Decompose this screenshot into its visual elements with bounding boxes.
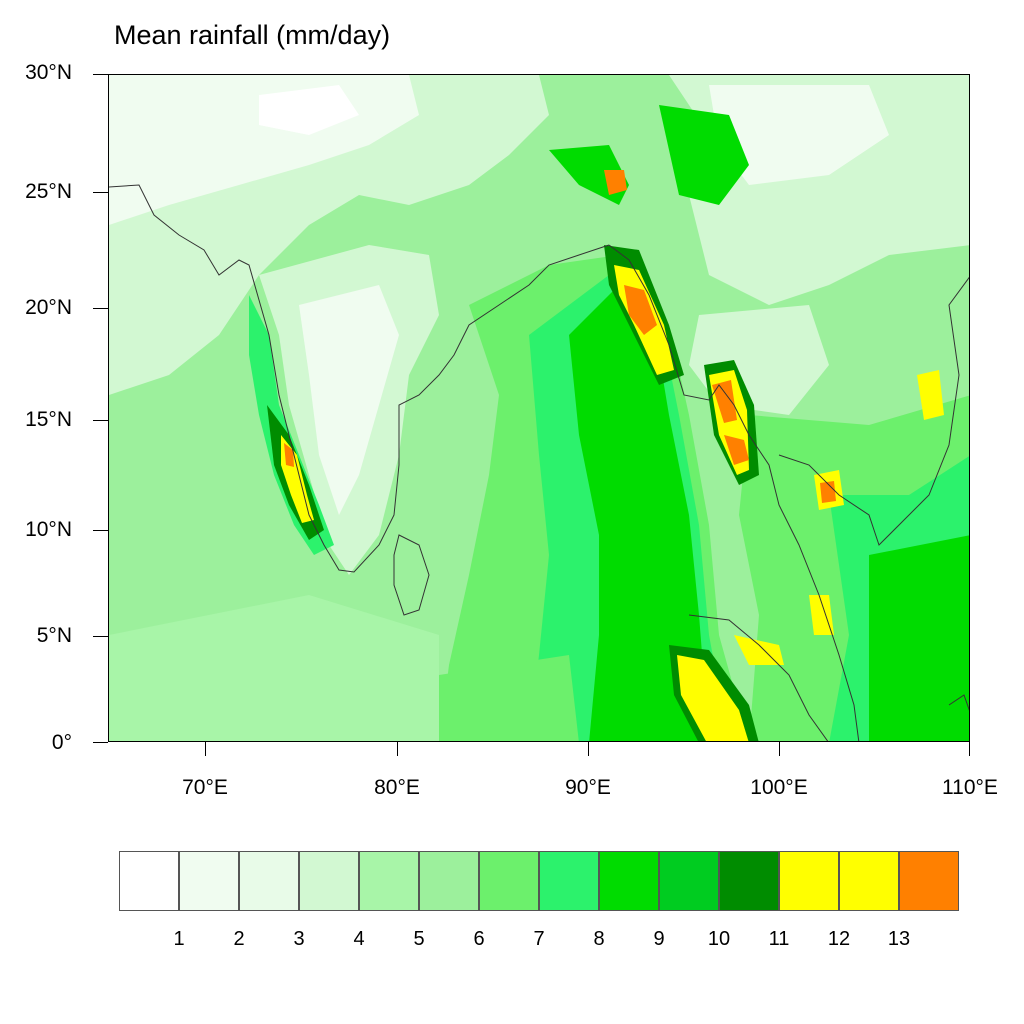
colorbar-label: 12 bbox=[827, 928, 851, 950]
colorbar-swatch bbox=[419, 851, 479, 911]
colorbar-label: 13 bbox=[887, 928, 911, 950]
y-label-10n: 10°N bbox=[25, 518, 72, 541]
colorbar-label: 2 bbox=[233, 928, 245, 950]
x-label-70e: 70°E bbox=[182, 776, 228, 799]
colorbar-swatch bbox=[719, 851, 779, 911]
y-tick bbox=[93, 420, 108, 421]
x-label-110e: 110°E bbox=[942, 776, 998, 799]
y-tick bbox=[93, 742, 108, 743]
y-label-5n: 5°N bbox=[36, 624, 72, 647]
y-tick bbox=[93, 308, 108, 309]
y-tick bbox=[93, 636, 108, 637]
x-tick bbox=[205, 742, 206, 756]
colorbar-swatch bbox=[479, 851, 539, 911]
colorbar-swatch bbox=[659, 851, 719, 911]
colorbar-swatch bbox=[779, 851, 839, 911]
colorbar-label: 6 bbox=[473, 928, 485, 950]
colorbar-swatch bbox=[599, 851, 659, 911]
y-label-30n: 30°N bbox=[25, 61, 72, 84]
colorbar-swatch bbox=[179, 851, 239, 911]
y-label-20n: 20°N bbox=[25, 296, 72, 319]
colorbar-swatch bbox=[119, 851, 179, 911]
x-label-90e: 90°E bbox=[565, 776, 611, 799]
colorbar-swatch bbox=[839, 851, 899, 911]
colorbar-swatch bbox=[899, 851, 959, 911]
rainfall-map bbox=[108, 74, 970, 742]
colorbar-swatch bbox=[239, 851, 299, 911]
colorbar-label: 7 bbox=[533, 928, 545, 950]
y-label-0: 0° bbox=[51, 731, 72, 754]
y-tick bbox=[93, 74, 108, 75]
colorbar-swatch bbox=[539, 851, 599, 911]
colorbar-label: 1 bbox=[173, 928, 185, 950]
x-tick bbox=[969, 742, 970, 756]
x-tick bbox=[588, 742, 589, 756]
y-label-25n: 25°N bbox=[25, 180, 72, 203]
colorbar-label: 4 bbox=[353, 928, 365, 950]
colorbar-label: 10 bbox=[707, 928, 731, 950]
x-tick bbox=[397, 742, 398, 756]
map-title: Mean rainfall (mm/day) bbox=[114, 20, 391, 50]
rainfall-field bbox=[109, 75, 969, 741]
colorbar-label: 8 bbox=[593, 928, 605, 950]
colorbar-label: 3 bbox=[293, 928, 305, 950]
colorbar-label: 9 bbox=[653, 928, 665, 950]
y-tick bbox=[93, 530, 108, 531]
colorbar-label: 11 bbox=[768, 928, 790, 950]
colorbar-swatch bbox=[359, 851, 419, 911]
colorbar-label: 5 bbox=[413, 928, 425, 950]
x-label-100e: 100°E bbox=[750, 776, 808, 799]
x-label-80e: 80°E bbox=[374, 776, 420, 799]
x-tick bbox=[779, 742, 780, 756]
colorbar-swatch bbox=[299, 851, 359, 911]
y-label-15n: 15°N bbox=[25, 408, 72, 431]
y-tick bbox=[93, 192, 108, 193]
